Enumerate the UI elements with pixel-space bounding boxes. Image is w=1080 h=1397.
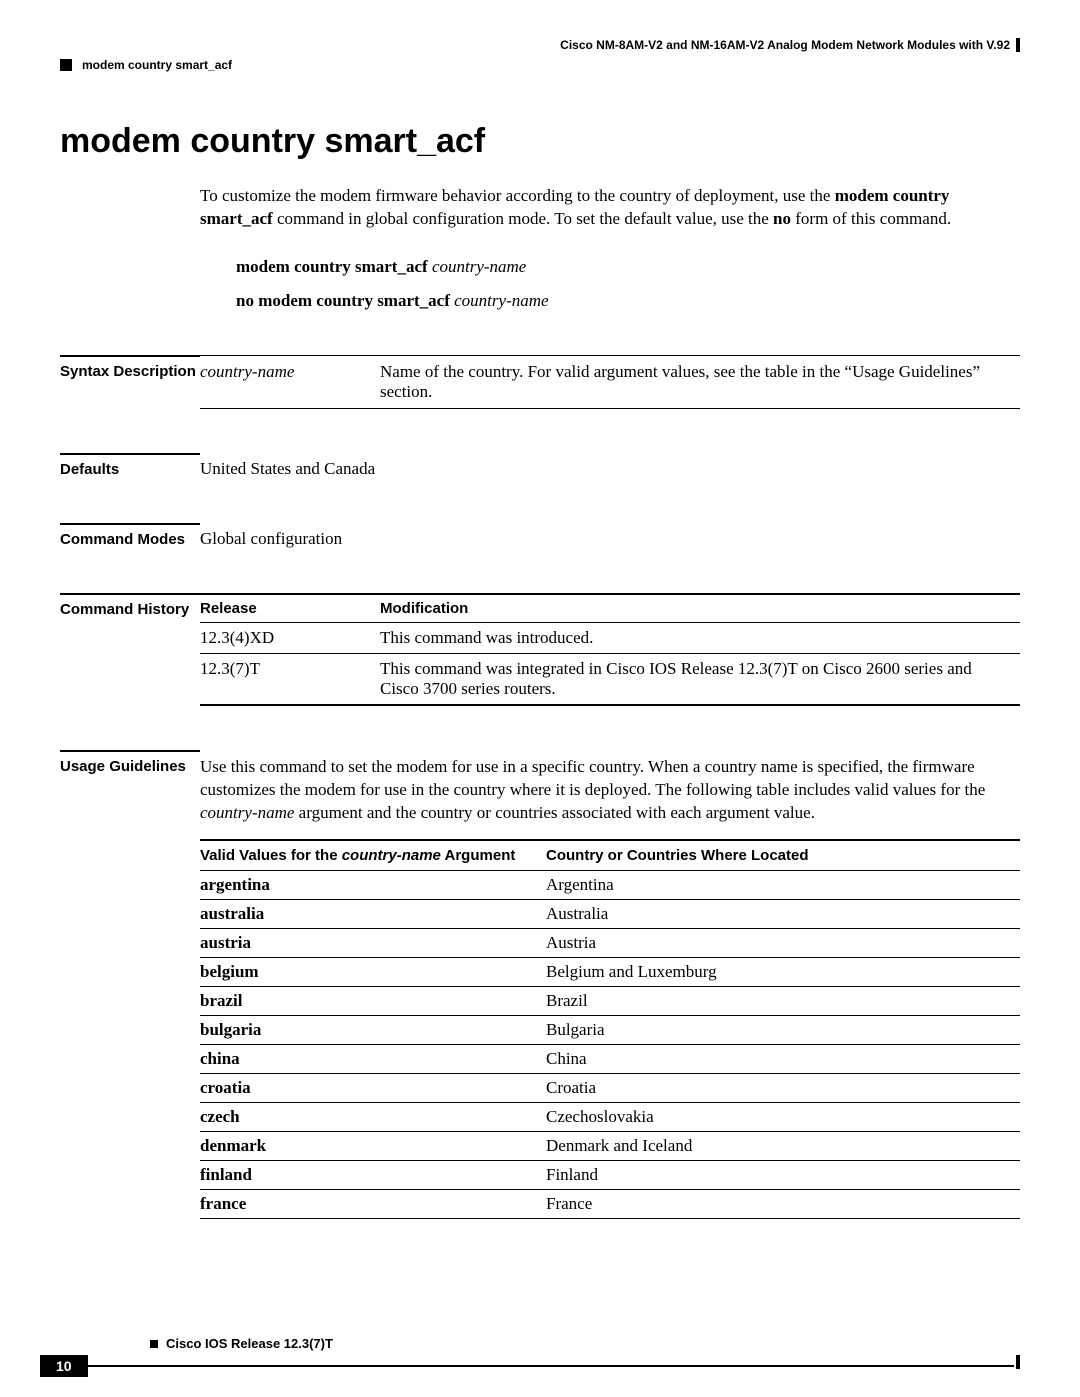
country-value: australia xyxy=(200,899,546,928)
history-col-release: Release xyxy=(200,594,380,623)
history-release: 12.3(7)T xyxy=(200,653,380,705)
table-row: country-name Name of the country. For va… xyxy=(200,355,1020,408)
country-location: Croatia xyxy=(546,1073,1020,1102)
country-col-location: Country or Countries Where Located xyxy=(546,840,1020,871)
footer-rule xyxy=(88,1365,1014,1367)
table-row: argentinaArgentina xyxy=(200,870,1020,899)
country-location: Australia xyxy=(546,899,1020,928)
intro-paragraph: To customize the modem firmware behavior… xyxy=(200,185,1020,231)
country-location: Brazil xyxy=(546,986,1020,1015)
command-history-table: Release Modification 12.3(4)XDThis comma… xyxy=(200,593,1020,706)
country-location: Czechoslovakia xyxy=(546,1102,1020,1131)
table-row: finlandFinland xyxy=(200,1160,1020,1189)
breadcrumb: modem country smart_acf xyxy=(60,58,1020,72)
page-title: modem country smart_acf xyxy=(60,122,1020,161)
footer-release: Cisco IOS Release 12.3(7)T xyxy=(166,1336,333,1351)
country-value: czech xyxy=(200,1102,546,1131)
country-location: Denmark and Iceland xyxy=(546,1131,1020,1160)
country-value: brazil xyxy=(200,986,546,1015)
syntax-line-2: no modem country smart_acf country-name xyxy=(236,291,1020,311)
country-value: austria xyxy=(200,928,546,957)
country-value: argentina xyxy=(200,870,546,899)
syntax-line-1: modem country smart_acf country-name xyxy=(236,257,1020,277)
footer: Cisco IOS Release 12.3(7)T 10 xyxy=(40,1336,1020,1377)
table-row: australiaAustralia xyxy=(200,899,1020,928)
page-number: 10 xyxy=(40,1355,88,1377)
country-value: croatia xyxy=(200,1073,546,1102)
table-row: 12.3(4)XDThis command was introduced. xyxy=(200,622,1020,653)
country-location: Belgium and Luxemburg xyxy=(546,957,1020,986)
square-icon xyxy=(150,1340,158,1348)
label-usage-guidelines: Usage Guidelines xyxy=(60,750,200,1219)
country-value: bulgaria xyxy=(200,1015,546,1044)
history-modification: This command was integrated in Cisco IOS… xyxy=(380,653,1020,705)
history-col-modification: Modification xyxy=(380,594,1020,623)
table-row: brazilBrazil xyxy=(200,986,1020,1015)
label-command-modes: Command Modes xyxy=(60,523,200,549)
footer-tick-icon xyxy=(1016,1355,1020,1369)
square-icon xyxy=(60,59,72,71)
usage-paragraph: Use this command to set the modem for us… xyxy=(200,750,1020,825)
syntax-description-table: country-name Name of the country. For va… xyxy=(200,355,1020,409)
country-col-value: Valid Values for the country-name Argume… xyxy=(200,840,546,871)
history-modification: This command was introduced. xyxy=(380,622,1020,653)
country-location: Austria xyxy=(546,928,1020,957)
defaults-value: United States and Canada xyxy=(200,453,1020,479)
table-row: belgiumBelgium and Luxemburg xyxy=(200,957,1020,986)
country-location: Bulgaria xyxy=(546,1015,1020,1044)
country-table: Valid Values for the country-name Argume… xyxy=(200,839,1020,1219)
country-location: Finland xyxy=(546,1160,1020,1189)
label-syntax-description: Syntax Description xyxy=(60,355,200,409)
label-command-history: Command History xyxy=(60,593,200,706)
syntax-arg-description: Name of the country. For valid argument … xyxy=(380,355,1020,408)
table-row: czechCzechoslovakia xyxy=(200,1102,1020,1131)
table-row: chinaChina xyxy=(200,1044,1020,1073)
country-value: denmark xyxy=(200,1131,546,1160)
page: Cisco NM-8AM-V2 and NM-16AM-V2 Analog Mo… xyxy=(0,0,1080,1397)
table-row: denmarkDenmark and Iceland xyxy=(200,1131,1020,1160)
table-row: franceFrance xyxy=(200,1189,1020,1218)
country-location: France xyxy=(546,1189,1020,1218)
header-product-line: Cisco NM-8AM-V2 and NM-16AM-V2 Analog Mo… xyxy=(60,38,1020,52)
syntax-arg: country-name xyxy=(200,355,380,408)
country-value: china xyxy=(200,1044,546,1073)
table-row: 12.3(7)TThis command was integrated in C… xyxy=(200,653,1020,705)
country-location: Argentina xyxy=(546,870,1020,899)
country-value: belgium xyxy=(200,957,546,986)
label-defaults: Defaults xyxy=(60,453,200,479)
table-row: croatiaCroatia xyxy=(200,1073,1020,1102)
history-release: 12.3(4)XD xyxy=(200,622,380,653)
country-location: China xyxy=(546,1044,1020,1073)
command-modes-value: Global configuration xyxy=(200,523,1020,549)
country-value: france xyxy=(200,1189,546,1218)
breadcrumb-text: modem country smart_acf xyxy=(82,58,232,72)
table-row: austriaAustria xyxy=(200,928,1020,957)
table-row: bulgariaBulgaria xyxy=(200,1015,1020,1044)
country-value: finland xyxy=(200,1160,546,1189)
